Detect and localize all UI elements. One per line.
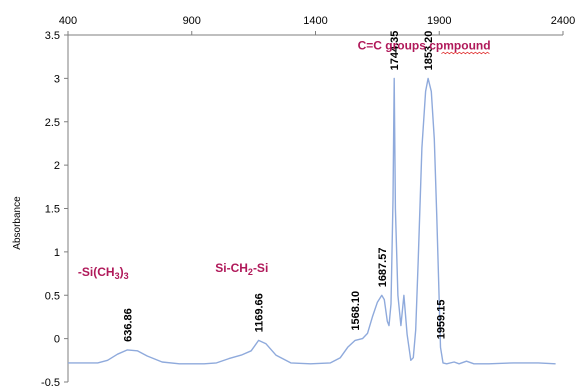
peak-label: 1744.35 <box>389 31 401 71</box>
peak-label: 1568.10 <box>350 291 362 331</box>
x-tick-label: 2400 <box>551 15 575 27</box>
y-tick-label: 3 <box>54 73 60 85</box>
y-tick-labels: 3.5 3 2.5 2 1.5 1 0.5 0 -0.5 <box>41 30 60 389</box>
y-tick-label: 2 <box>54 160 60 172</box>
x-tick-label: 1400 <box>303 15 327 27</box>
x-tick-label: 400 <box>59 15 77 27</box>
x-tick-labels: 400 900 1400 1900 2400 <box>59 15 575 27</box>
y-axis-title: Absorbance <box>12 196 23 250</box>
x-tick-label: 1900 <box>427 15 451 27</box>
group-annotation: -Si(CH3)3 <box>78 265 129 281</box>
peak-label: 1169.66 <box>254 293 266 332</box>
peak-label: 636.86 <box>122 308 134 342</box>
y-tick-label: 1.5 <box>45 204 60 216</box>
y-tick-label: 1 <box>54 247 60 259</box>
spellcheck-squiggle <box>441 51 490 55</box>
group-annotations: -Si(CH3)3 Si-CH2-Si C=C groups cpmpound <box>78 39 491 281</box>
peak-label: 1853.20 <box>423 31 435 71</box>
series-layer <box>68 77 556 365</box>
group-annotation: C=C groups cpmpound <box>358 39 491 53</box>
x-tick-label: 900 <box>183 15 201 27</box>
peak-labels: 636.86 1169.66 1568.10 1687.57 1744.35 1853.2… <box>122 31 447 342</box>
y-tick-label: 2.5 <box>45 117 60 129</box>
y-tick-label: 3.5 <box>45 30 60 42</box>
axes <box>67 34 563 382</box>
y-tick-label: 0.5 <box>45 290 60 302</box>
tick-marks <box>64 31 564 383</box>
peak-label: 1959.15 <box>436 300 448 340</box>
y-tick-label: 0 <box>54 334 60 346</box>
y-tick-label: -0.5 <box>41 377 60 389</box>
peak-label: 1687.57 <box>377 248 389 288</box>
group-annotation: Si-CH2-Si <box>215 261 268 277</box>
series-line <box>68 77 556 365</box>
